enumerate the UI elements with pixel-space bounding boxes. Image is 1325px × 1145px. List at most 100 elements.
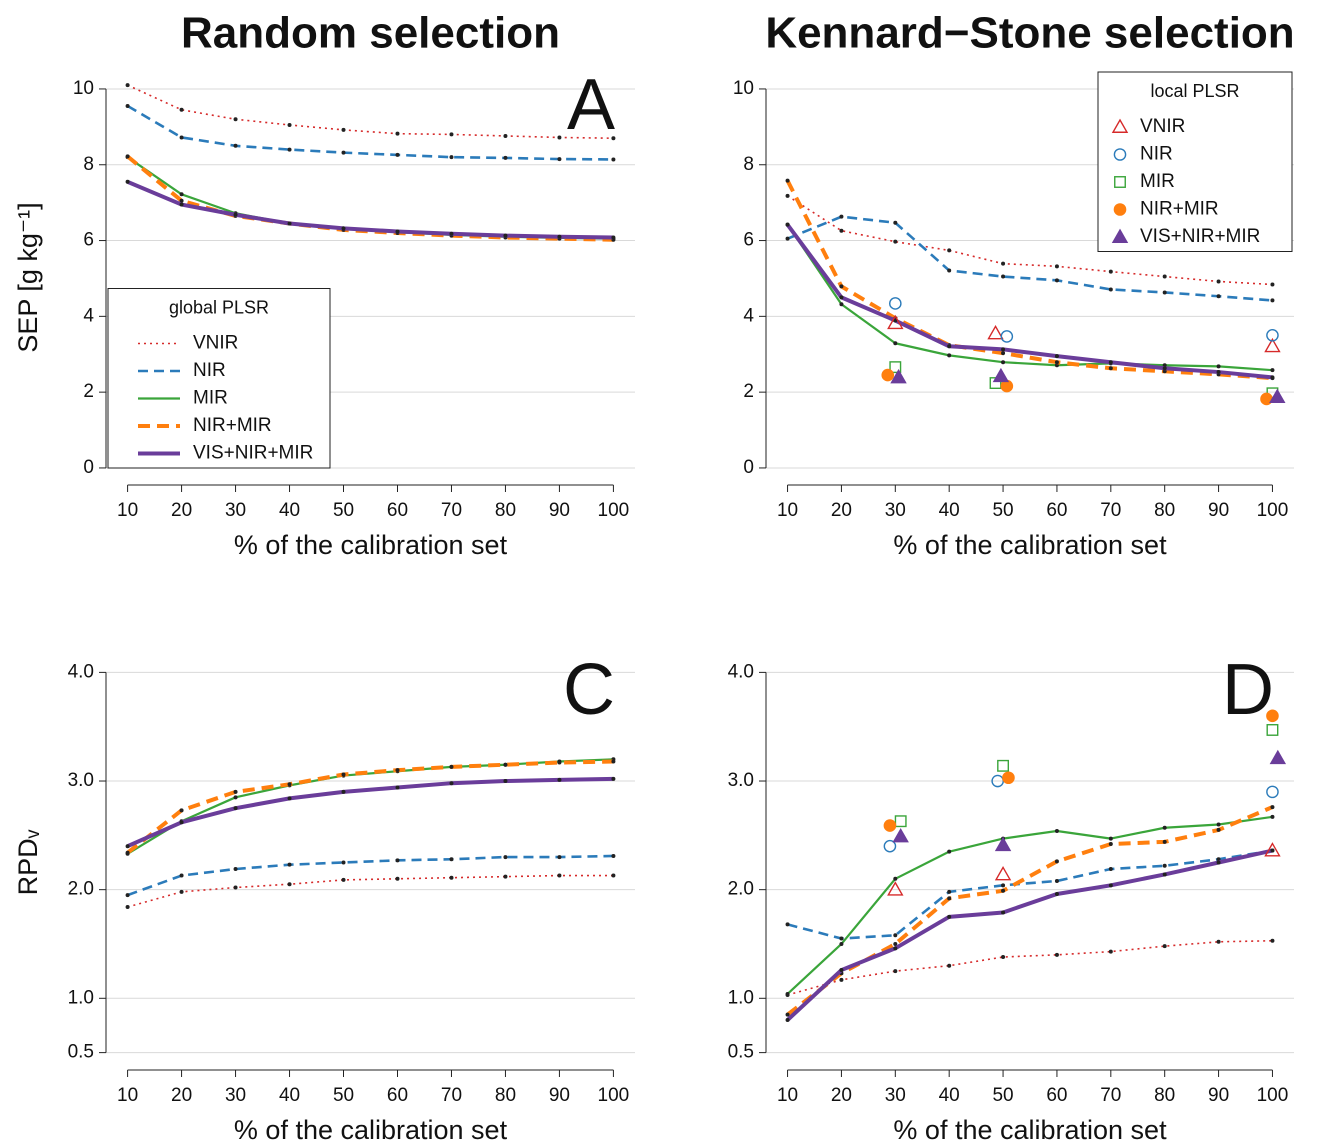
marker [887,881,904,896]
x-tick-label: 60 [387,500,408,521]
legend-swatch [1111,228,1129,243]
point [893,239,898,244]
point [611,873,616,878]
legend-label: VNIR [1140,116,1185,137]
point [785,178,790,183]
x-tick-label: 60 [387,1085,408,1106]
point [893,318,898,323]
point [449,875,454,880]
point [1108,366,1113,371]
y-tick-label: 2.0 [728,879,754,900]
point [233,143,238,148]
x-tick-label: 10 [777,500,798,521]
point [1001,347,1006,352]
panel-label: D [1222,650,1274,730]
point [287,221,292,226]
x-tick-label: 90 [549,1085,570,1106]
x-tick-label: 60 [1046,500,1067,521]
point [1270,814,1275,819]
point [395,858,400,863]
point [395,131,400,136]
point [179,873,184,878]
y-axis-label: SEP [g kg⁻¹] [13,202,43,352]
legend-swatch [1113,203,1127,216]
y-tick-label: 3.0 [728,770,754,791]
marker [1266,724,1279,736]
y-tick-label: 8 [743,154,754,175]
point [839,214,844,219]
point [947,268,952,273]
point [839,302,844,307]
point [179,808,184,813]
point [503,155,508,160]
point [611,759,616,764]
point [1162,290,1167,295]
point [1108,867,1113,872]
point [611,235,616,240]
point [1108,836,1113,841]
point [1216,822,1221,827]
x-tick-label: 80 [1154,1085,1175,1106]
point [839,284,844,289]
point [503,133,508,138]
x-tick-label: 40 [939,500,960,521]
series-line [127,84,614,140]
point [1054,360,1059,365]
x-tick-label: 10 [117,1085,138,1106]
marker [1000,330,1014,343]
point [611,136,616,141]
legend-label: NIR [1140,144,1173,165]
series-line [787,939,1273,996]
legend-label: VNIR [193,333,238,354]
marker [1264,337,1281,353]
x-tick-label: 30 [885,1085,906,1106]
y-tick-label: 2 [83,381,94,402]
x-tick-label: 30 [225,1085,246,1106]
series-line [126,156,614,240]
point [1270,938,1275,943]
point [611,776,616,781]
point [341,150,346,155]
point [1108,360,1113,365]
x-tick-label: 30 [225,500,246,521]
point [1270,805,1275,810]
y-tick-label: 0.5 [728,1042,754,1063]
point [1216,370,1221,375]
point [287,782,292,787]
point [125,154,130,159]
marker [883,819,897,832]
point [179,889,184,894]
point [1162,863,1167,868]
point [947,914,952,919]
point [125,905,130,910]
point [1108,287,1113,292]
legend-swatch [1111,118,1129,133]
point [341,226,346,231]
series-line [126,776,614,849]
legend-label: NIR [193,360,226,381]
point [785,193,790,198]
point [1162,839,1167,844]
point [233,867,238,872]
point [125,893,130,898]
x-tick-label: 70 [441,500,462,521]
x-tick-label: 40 [279,500,300,521]
marker [894,815,907,828]
point [611,853,616,858]
x-tick-label: 70 [441,1085,462,1106]
marker [1264,842,1281,857]
x-tick-label: 90 [1208,1085,1229,1106]
marker [1266,785,1279,799]
legend-label: VIS+NIR+MIR [193,443,313,464]
series-line [127,874,614,908]
marker [883,839,897,853]
marker [1002,771,1015,785]
y-tick-label: 0 [83,457,94,478]
point [341,772,346,777]
x-tick-label: 70 [1100,1085,1121,1106]
point [1216,279,1221,284]
point [893,933,898,938]
point [503,762,508,767]
point [557,855,562,860]
point [1054,278,1059,283]
